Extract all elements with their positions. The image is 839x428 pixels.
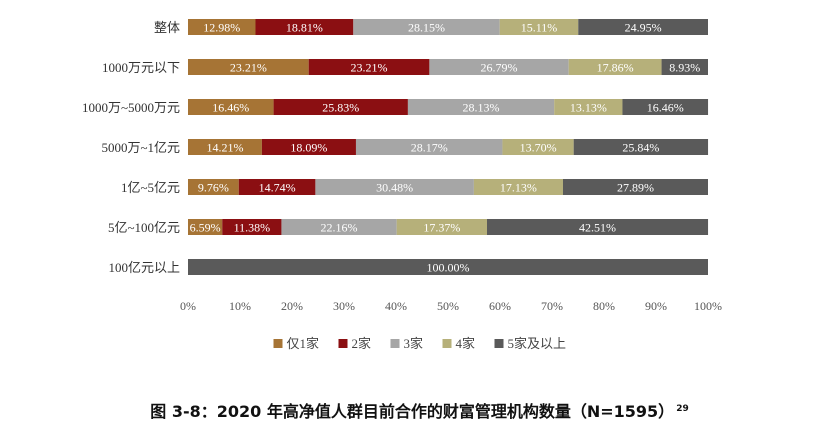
bar-segment (429, 59, 569, 75)
data-label: 30.48% (376, 181, 413, 195)
legend-swatch (338, 339, 348, 348)
category-label: 1000万~5000万元 (82, 100, 180, 115)
data-label: 17.13% (500, 181, 537, 195)
bar-segment (188, 259, 708, 275)
x-tick-label: 50% (437, 299, 459, 313)
data-label: 100.00% (427, 261, 470, 275)
data-label: 28.15% (408, 21, 445, 35)
bar-segment (502, 139, 574, 155)
x-tick-label: 60% (489, 299, 511, 313)
category-label: 整体 (154, 20, 180, 35)
x-tick-label: 80% (593, 299, 615, 313)
bar-segment (355, 139, 503, 155)
bar-segment (487, 219, 709, 235)
data-label: 17.37% (423, 221, 460, 235)
bar-segment (568, 59, 662, 75)
bar-segment (353, 19, 500, 35)
x-tick-label: 10% (229, 299, 251, 313)
data-label: 26.79% (481, 61, 518, 75)
bar-segment (222, 219, 282, 235)
legend-swatch (494, 339, 504, 348)
bar-segment (238, 179, 316, 195)
bar-segment (315, 179, 474, 195)
caption-footnote: 29 (676, 403, 689, 414)
data-label: 14.21% (206, 141, 243, 155)
bar-segment (573, 139, 709, 155)
data-label: 11.38% (234, 221, 271, 235)
data-label: 13.13% (570, 101, 607, 115)
figure-caption: 图 3-8：2020 年高净值人群目前合作的财富管理机构数量（N=1595） 29 (0, 398, 839, 422)
data-label: 9.76% (198, 181, 229, 195)
x-tick-label: 30% (333, 299, 355, 313)
bar-segment (308, 59, 430, 75)
data-label: 13.70% (520, 141, 557, 155)
data-label: 25.84% (622, 141, 659, 155)
bar-segment (255, 19, 354, 35)
data-label: 17.86% (597, 61, 634, 75)
bar-segment (562, 179, 708, 195)
data-label: 25.83% (322, 101, 359, 115)
category-label: 1000万元以下 (102, 60, 180, 75)
x-tick-label: 40% (385, 299, 407, 313)
data-label: 16.46% (212, 101, 249, 115)
data-label: 24.95% (625, 21, 662, 35)
legend-label: 5家及以上 (508, 336, 567, 351)
data-label: 16.46% (647, 101, 684, 115)
data-label: 22.16% (321, 221, 358, 235)
legend-swatch (442, 339, 452, 348)
legend-swatch (273, 339, 283, 348)
bar-segment (188, 179, 239, 195)
data-label: 15.11% (521, 21, 558, 35)
data-label: 28.13% (463, 101, 500, 115)
bar-segment (188, 219, 223, 235)
x-tick-label: 70% (541, 299, 563, 313)
x-tick-label: 90% (645, 299, 667, 313)
data-label: 6.59% (190, 221, 221, 235)
bar-segment (396, 219, 487, 235)
category-label: 5000万~1亿元 (101, 140, 180, 155)
bar-segment (622, 99, 709, 115)
legend-label: 2家 (352, 336, 372, 351)
legend-swatch (390, 339, 400, 348)
legend-label: 4家 (456, 336, 476, 351)
caption-text: 图 3-8：2020 年高净值人群目前合作的财富管理机构数量（N=1595） (150, 402, 675, 421)
bar-segment (273, 99, 408, 115)
legend-label: 仅1家 (287, 336, 320, 351)
bar-segment (578, 19, 708, 35)
data-label: 23.21% (351, 61, 388, 75)
data-label: 12.98% (203, 21, 240, 35)
bar-segment (499, 19, 579, 35)
data-label: 42.51% (579, 221, 616, 235)
category-label: 1亿~5亿元 (121, 180, 180, 195)
bar-segment (188, 139, 262, 155)
bar-segment (261, 139, 356, 155)
bar-segment (407, 99, 555, 115)
data-label: 18.09% (290, 141, 327, 155)
legend-label: 3家 (404, 336, 424, 351)
bar-segment (188, 99, 274, 115)
data-label: 14.74% (259, 181, 296, 195)
data-label: 8.93% (669, 61, 700, 75)
chart-svg: 整体 12.98% 18.81% 28.15% 15.11% 24.95% 1000万元以下… (82, 19, 722, 351)
stacked-bar-chart: 整体 12.98% 18.81% 28.15% 15.11% 24.95% 1000万元以下… (82, 19, 722, 351)
data-label: 23.21% (230, 61, 267, 75)
bar-segment (554, 99, 623, 115)
x-tick-label: 20% (281, 299, 303, 313)
data-label: 27.89% (617, 181, 654, 195)
x-tick-label: 0% (180, 299, 196, 313)
data-label: 28.17% (411, 141, 448, 155)
bar-segment (188, 59, 309, 75)
bar-segment (281, 219, 397, 235)
data-label: 18.81% (286, 21, 323, 35)
category-label: 100亿元以上 (108, 260, 180, 275)
bar-segment (661, 59, 708, 75)
x-tick-label: 100% (694, 299, 722, 313)
category-label: 5亿~100亿元 (108, 220, 180, 235)
bar-segment (188, 19, 256, 35)
bar-segment (473, 179, 563, 195)
